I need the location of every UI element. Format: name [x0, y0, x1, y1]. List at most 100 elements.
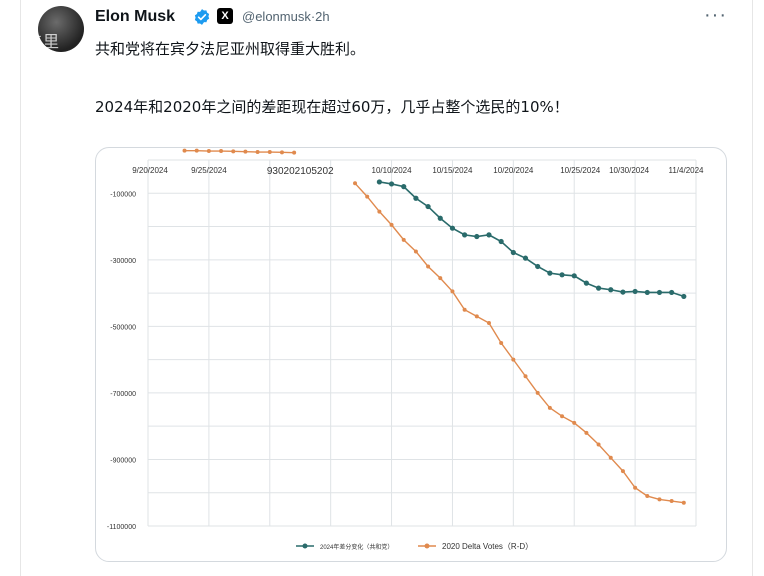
data-point-2020 — [511, 357, 516, 362]
data-point-2020 — [365, 194, 370, 199]
data-point-2020 — [450, 289, 455, 294]
data-point-2020 — [523, 374, 528, 379]
data-point-2020 — [560, 414, 565, 419]
x-tick-label-overlap: 930202105202 — [267, 166, 334, 177]
data-point-2024 — [547, 270, 553, 276]
data-point-2020 — [596, 442, 601, 447]
data-point-2020 — [572, 420, 577, 425]
data-point-2024 — [535, 263, 541, 270]
data-point-2020 — [194, 148, 199, 153]
data-point-2024 — [498, 238, 504, 245]
y-tick-label: -1100000 — [107, 524, 136, 531]
x-tick-label: 10/25/2024 — [560, 166, 601, 175]
data-point-2020 — [377, 209, 382, 214]
y-tick-label: -500000 — [110, 324, 136, 331]
y-tick-label: -300000 — [110, 258, 136, 265]
data-point-2020 — [681, 500, 686, 505]
data-point-2020 — [231, 149, 236, 154]
chart-image-card[interactable]: 9/20/2024 9/25/2024 10/10/2024 10/15/2024 10… — [95, 147, 727, 562]
data-point-2024 — [510, 249, 516, 256]
data-point-2024 — [462, 232, 468, 238]
x-tick-label: 10/20/2024 — [493, 166, 534, 175]
data-point-2024 — [595, 285, 602, 291]
handle-and-time[interactable]: @elonmusk·2h — [242, 9, 330, 24]
data-point-2020 — [353, 181, 358, 186]
data-point-2020 — [267, 150, 272, 155]
data-point-2020 — [182, 148, 187, 153]
tweet-text-line-1: 共和党将在宾夕法尼亚州取得重大胜利。 — [95, 40, 366, 58]
legend-label: 2020 Delta Votes（R-D） — [442, 542, 533, 551]
data-point-2020 — [438, 276, 443, 281]
legend-marker — [302, 543, 308, 549]
data-point-2024 — [669, 289, 675, 296]
data-point-2024 — [559, 272, 565, 278]
data-point-2024 — [620, 289, 626, 295]
x-logo-icon: X — [217, 8, 233, 24]
data-point-2020 — [657, 497, 662, 502]
data-point-2020 — [462, 307, 467, 312]
data-point-2020 — [547, 405, 552, 410]
data-point-2020 — [499, 341, 504, 345]
data-point-2020 — [401, 237, 406, 242]
author-name[interactable]: Elon Musk — [95, 8, 176, 25]
line-chart: 9/20/2024 9/25/2024 10/10/2024 10/15/2024 10… — [107, 148, 705, 551]
x-tick-label: 9/25/2024 — [191, 166, 227, 175]
series-line-2020 — [184, 149, 295, 154]
data-point-2024 — [376, 179, 382, 185]
data-point-2024 — [644, 289, 650, 296]
data-point-2024 — [656, 289, 663, 296]
data-point-2020 — [206, 149, 211, 154]
data-point-2020 — [584, 430, 589, 435]
data-point-2020 — [255, 150, 260, 155]
avatar[interactable] — [38, 6, 84, 52]
data-point-2024 — [413, 195, 419, 201]
data-point-2024 — [522, 255, 529, 261]
data-point-2024 — [608, 287, 614, 293]
data-point-2020 — [292, 150, 297, 155]
data-point-2020 — [669, 499, 674, 504]
y-tick-label: -100000 — [110, 191, 136, 198]
x-tick-label: 11/4/2024 — [669, 166, 705, 175]
data-point-2020 — [474, 314, 479, 319]
data-point-2020 — [413, 249, 418, 254]
data-point-2020 — [620, 469, 625, 474]
series-line-2020 — [354, 182, 684, 504]
data-point-2020 — [633, 485, 638, 490]
data-point-2024 — [437, 215, 443, 221]
data-point-2020 — [426, 264, 431, 269]
data-point-2020 — [535, 390, 540, 395]
verified-badge-icon — [194, 9, 210, 25]
series-line-2024 — [379, 181, 685, 298]
data-point-2024 — [425, 203, 431, 210]
data-point-2024 — [388, 181, 395, 187]
timeline-border-right — [752, 0, 753, 576]
data-point-2024 — [486, 232, 492, 238]
more-icon[interactable]: ··· — [704, 4, 727, 26]
data-point-2020 — [608, 455, 613, 460]
y-tick-label: -700000 — [110, 391, 136, 398]
legend-label: 2024年差分变化（共和党） — [320, 543, 393, 551]
timeline-border-left — [20, 0, 21, 576]
data-point-2024 — [681, 293, 687, 300]
data-point-2024 — [632, 288, 638, 295]
data-point-2020 — [243, 149, 248, 154]
data-point-2024 — [449, 225, 456, 231]
tweet-text-line-2: 2024年和2020年之间的差距现在超过60万，几乎占整个选民的10%！ — [95, 98, 569, 116]
data-point-2020 — [389, 222, 394, 227]
x-tick-label: 10/30/2024 — [609, 166, 650, 175]
x-tick-label: 10/10/2024 — [372, 166, 413, 175]
y-tick-label: -900000 — [110, 457, 136, 464]
data-point-2024 — [583, 280, 589, 286]
data-point-2020 — [486, 321, 491, 326]
data-point-2020 — [645, 494, 650, 499]
data-point-2020 — [279, 150, 284, 155]
data-point-2020 — [219, 149, 224, 154]
data-point-2024 — [571, 273, 577, 279]
x-tick-label: 10/15/2024 — [432, 166, 473, 175]
x-tick-label: 9/20/2024 — [132, 166, 168, 175]
data-point-2024 — [401, 184, 407, 190]
legend-marker — [424, 543, 430, 549]
watermark: 车里 — [26, 32, 61, 51]
data-point-2024 — [474, 233, 480, 240]
